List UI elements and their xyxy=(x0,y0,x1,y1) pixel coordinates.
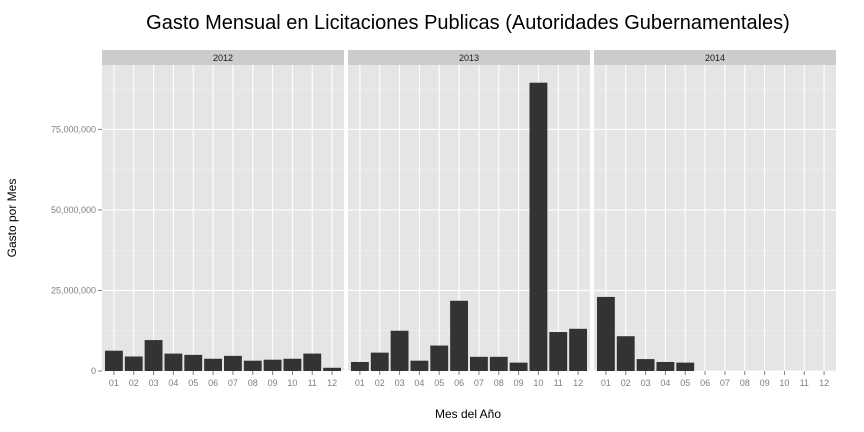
x-tick-label: 03 xyxy=(149,378,159,388)
x-tick-label: 06 xyxy=(208,378,218,388)
panel-2012: 2012 01 02 03 04 05 06 07 08 09 10 11 12 xyxy=(102,50,344,388)
x-tick-label: 10 xyxy=(533,378,543,388)
bar-2013-09 xyxy=(509,362,528,371)
x-tick-label: 07 xyxy=(474,378,484,388)
panel-background-2013 xyxy=(348,65,590,371)
x-tick-label: 02 xyxy=(129,378,139,388)
x-axis-title: Mes del Año xyxy=(435,407,501,421)
x-tick-label: 09 xyxy=(760,378,770,388)
bar-2013-04 xyxy=(410,360,429,371)
bar-2014-04 xyxy=(656,361,675,371)
x-tick-label: 06 xyxy=(454,378,464,388)
x-tick-label: 03 xyxy=(641,378,651,388)
strip-2014 xyxy=(594,50,836,65)
x-tick-label: 09 xyxy=(268,378,278,388)
bar-2013-03 xyxy=(390,330,409,371)
bar-2012-01 xyxy=(104,350,123,371)
x-tick-label: 12 xyxy=(819,378,829,388)
x-tick-label: 12 xyxy=(573,378,583,388)
chart-title: Gasto Mensual en Licitaciones Publicas (… xyxy=(146,12,790,34)
x-tick-label: 01 xyxy=(355,378,365,388)
x-tick-label: 12 xyxy=(327,378,337,388)
x-tick-label: 09 xyxy=(514,378,524,388)
y-axis: 0 25,000,000 50,000,000 75,000,000 xyxy=(51,124,102,376)
y-tick-label: 25,000,000 xyxy=(51,285,96,295)
bar-2013-05 xyxy=(430,345,449,371)
bar-2013-01 xyxy=(350,361,369,371)
bar-2012-08 xyxy=(243,360,262,371)
y-tick-label: 75,000,000 xyxy=(51,124,96,134)
panel-2014: 2014 01 02 03 04 05 06 07 08 09 10 11 12 xyxy=(594,50,836,388)
x-tick-label: 11 xyxy=(308,378,317,388)
y-tick-label: 0 xyxy=(91,366,96,376)
panel-background-2014 xyxy=(594,65,836,371)
bar-2012-06 xyxy=(204,358,223,371)
x-tick-label: 04 xyxy=(660,378,670,388)
x-tick-label: 07 xyxy=(228,378,238,388)
panels: 2012 01 02 03 04 05 06 07 08 09 10 11 12 2013 01 02 03 04… xyxy=(102,50,836,388)
bar-2013-11 xyxy=(549,332,568,371)
strip-2012 xyxy=(102,50,344,65)
x-tick-label: 08 xyxy=(494,378,504,388)
bar-2013-07 xyxy=(469,356,488,371)
x-tick-label: 10 xyxy=(287,378,297,388)
x-tick-label: 08 xyxy=(248,378,258,388)
x-tick-label: 04 xyxy=(414,378,424,388)
x-tick-label: 04 xyxy=(168,378,178,388)
x-tick-label: 02 xyxy=(621,378,631,388)
x-tick-label: 05 xyxy=(680,378,690,388)
bar-2012-11 xyxy=(303,353,322,371)
bar-2012-12 xyxy=(323,367,342,371)
bar-2014-05 xyxy=(676,362,695,371)
x-tick-label: 08 xyxy=(740,378,750,388)
x-tick-label: 01 xyxy=(109,378,119,388)
bar-2013-02 xyxy=(370,352,389,371)
bar-2012-05 xyxy=(184,354,203,371)
x-tick-label: 01 xyxy=(601,378,611,388)
bar-2012-07 xyxy=(223,355,242,371)
bar-2014-02 xyxy=(616,336,635,371)
bar-2012-10 xyxy=(283,358,302,371)
bar-2012-04 xyxy=(164,353,183,371)
x-tick-label: 03 xyxy=(395,378,405,388)
bar-2013-12 xyxy=(569,328,588,371)
panel-2013: 2013 01 02 03 04 05 06 07 08 09 10 11 12 xyxy=(348,50,590,388)
x-tick-label: 07 xyxy=(720,378,730,388)
x-tick-label: 10 xyxy=(779,378,789,388)
x-tick-label: 05 xyxy=(188,378,198,388)
x-tick-label: 11 xyxy=(800,378,809,388)
bar-2013-06 xyxy=(450,300,469,371)
x-tick-label: 06 xyxy=(700,378,710,388)
bar-2012-03 xyxy=(144,340,163,371)
x-tick-label: 11 xyxy=(554,378,563,388)
x-tick-label: 05 xyxy=(434,378,444,388)
x-tick-label: 02 xyxy=(375,378,385,388)
bar-2014-01 xyxy=(596,296,615,371)
bar-2013-10 xyxy=(529,82,548,371)
strip-label-2012: 2012 xyxy=(213,53,233,63)
bar-2014-03 xyxy=(636,359,655,371)
bar-2012-09 xyxy=(263,359,282,371)
y-tick-label: 50,000,000 xyxy=(51,205,96,215)
bar-2012-02 xyxy=(124,356,143,371)
strip-2013 xyxy=(348,50,590,65)
strip-label-2013: 2013 xyxy=(459,53,479,63)
strip-label-2014: 2014 xyxy=(705,53,725,63)
y-axis-title: Gasto por Mes xyxy=(5,179,19,258)
bar-2013-08 xyxy=(489,356,508,371)
panel-background-2012 xyxy=(102,65,344,371)
